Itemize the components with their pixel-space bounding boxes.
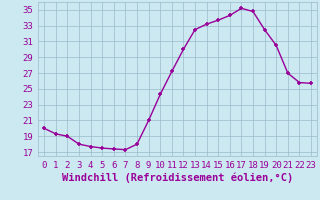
X-axis label: Windchill (Refroidissement éolien,°C): Windchill (Refroidissement éolien,°C): [62, 173, 293, 183]
